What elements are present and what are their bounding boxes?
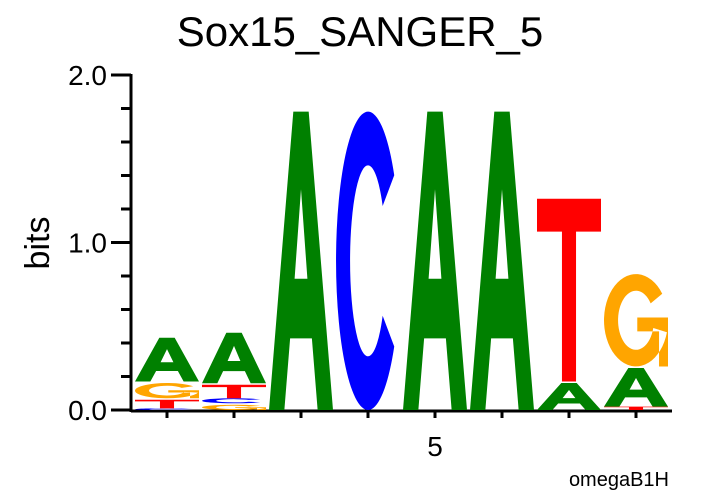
logo-letter-A — [202, 332, 266, 384]
y-tick-label: 1.0 — [68, 228, 107, 259]
logo-letter-A — [470, 111, 534, 411]
logo-column-8 — [604, 274, 668, 410]
logo-letter-T — [135, 399, 199, 409]
y-tick-label: 0.0 — [68, 395, 107, 426]
x-axis: 5 — [131, 409, 672, 462]
logo-letter-G — [202, 404, 266, 410]
logo-column-6 — [470, 111, 534, 411]
y-axis: 0.0 1.0 2.0 — [68, 60, 133, 426]
logo-letter-A — [537, 383, 601, 410]
logo-letter-T — [537, 198, 601, 382]
logo-letter-A — [269, 111, 333, 411]
logo-column-1 — [135, 337, 199, 410]
footer-label: omegaB1H — [569, 469, 669, 491]
logo-column-3 — [269, 111, 333, 411]
logo-column-7 — [537, 198, 601, 410]
y-axis-label: bits — [19, 217, 57, 270]
logo-letter-T — [604, 406, 668, 410]
logo-letter-C — [202, 398, 261, 404]
logo-letter-A — [403, 111, 467, 411]
chart-title: Sox15_SANGER_5 — [177, 8, 544, 55]
y-tick-label: 2.0 — [68, 60, 107, 91]
logo-letter-G — [135, 383, 199, 399]
logo-letter-C — [135, 408, 194, 410]
logo-stacks — [135, 111, 668, 411]
logo-column-4 — [336, 111, 395, 411]
logo-letter-C — [336, 111, 395, 411]
logo-letter-T — [202, 384, 266, 399]
x-tick-label: 5 — [427, 431, 443, 462]
logo-letter-G — [604, 274, 668, 367]
logo-column-5 — [403, 111, 467, 411]
logo-letter-A — [135, 337, 199, 382]
logo-column-2 — [202, 332, 266, 410]
logo-letter-A — [604, 367, 668, 407]
